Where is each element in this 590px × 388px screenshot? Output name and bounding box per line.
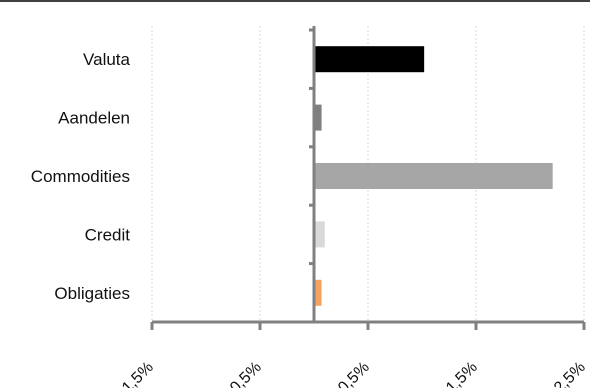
tick-label: 0,5% — [335, 359, 373, 388]
bar-obligaties — [314, 279, 322, 306]
bar-credit — [314, 221, 325, 248]
axes — [150, 26, 586, 330]
category-label: Aandelen — [58, 109, 130, 128]
tick-label: -0,5% — [223, 359, 265, 388]
category-label: Valuta — [83, 50, 130, 69]
category-label: Credit — [85, 225, 131, 244]
tick-label: 1,5% — [443, 359, 481, 388]
bar-valuta — [314, 46, 425, 73]
tick-labels: -1,5% -0,5% 0,5% 1,5% 2,5% — [115, 359, 589, 388]
category-label: Obligaties — [54, 284, 130, 303]
bar-aandelen — [314, 104, 322, 131]
tick-label: 2,5% — [551, 359, 589, 388]
tick-label: -1,5% — [115, 359, 157, 388]
bars — [314, 46, 553, 306]
category-label: Commodities — [31, 167, 130, 186]
bar-commodities — [314, 163, 553, 189]
category-labels: Valuta Aandelen Commodities Credit Obligatie… — [31, 50, 131, 303]
